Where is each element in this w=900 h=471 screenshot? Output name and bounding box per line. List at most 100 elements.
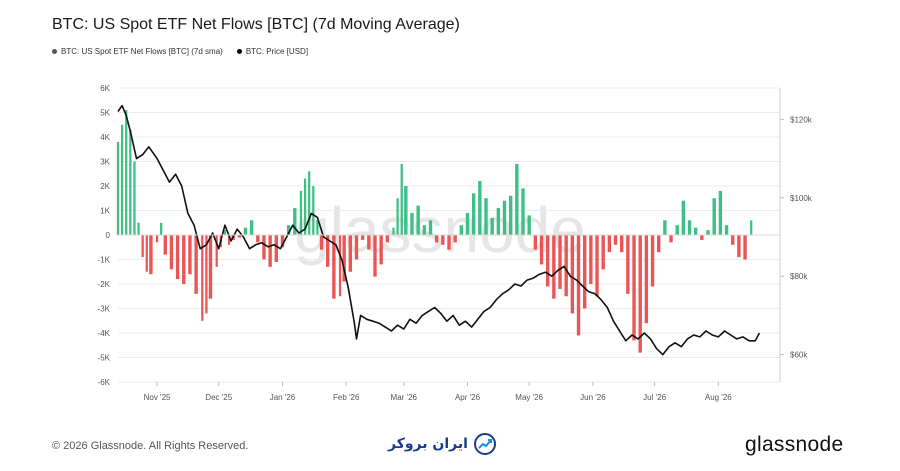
net-flow-bar <box>694 227 698 235</box>
left-tick-label: -2K <box>98 280 111 289</box>
net-flow-bar <box>626 235 630 294</box>
net-flow-bar <box>312 186 315 235</box>
net-flow-bar <box>215 235 218 267</box>
net-flow-bar <box>299 190 303 235</box>
net-flow-bar <box>308 171 311 235</box>
net-flow-bar <box>145 235 148 272</box>
net-flow-bar <box>125 110 128 235</box>
net-flow-bar <box>502 200 507 235</box>
x-tick-label: Jun '26 <box>580 393 606 402</box>
net-flow-bar <box>453 235 457 243</box>
axes: 6K 5K 4K 3K 2K 1K 0 -1K -2K -3K -4K -5K -6K $120k $100… <box>98 84 813 402</box>
left-tick-label: 1K <box>100 207 110 216</box>
net-flow-bar <box>205 235 208 314</box>
legend-item-price[interactable]: BTC: Price [USD] <box>236 47 308 56</box>
net-flow-bar <box>564 235 568 297</box>
left-tick-label: -6K <box>98 378 111 387</box>
net-flow-bar <box>743 235 747 260</box>
net-flow-bar <box>163 235 167 255</box>
net-flow-bar <box>706 230 710 235</box>
net-flow-bar <box>619 235 624 253</box>
net-flow-bar <box>243 227 248 235</box>
x-tick-label: Mar '26 <box>391 393 418 402</box>
net-flow-bar <box>496 208 501 235</box>
right-tick-label: $60k <box>790 351 808 360</box>
legend-label: BTC: US Spot ETF Net Flows [BTC] (7d sma… <box>61 47 223 56</box>
net-flow-bar <box>750 220 753 235</box>
net-flow-bar <box>410 212 414 235</box>
chart-title: BTC: US Spot ETF Net Flows [BTC] (7d Mov… <box>52 16 460 33</box>
net-flow-bar <box>332 235 336 299</box>
net-flow-bar <box>120 124 124 235</box>
net-flow-bar <box>360 235 365 240</box>
price-line <box>117 104 761 356</box>
net-flow-bar <box>116 141 120 235</box>
net-flow-bar <box>552 235 556 299</box>
chart-legend: BTC: US Spot ETF Net Flows [BTC] (7d sma… <box>52 47 308 56</box>
net-flow-bar <box>521 188 525 235</box>
net-flow-bar <box>256 235 260 243</box>
net-flow-bar <box>348 235 353 272</box>
net-flow-bar <box>539 235 544 265</box>
net-flow-bar <box>675 225 679 235</box>
x-tick-label: Jan '26 <box>270 393 296 402</box>
net-flow-bar <box>268 235 272 267</box>
net-flow-bar <box>459 225 464 235</box>
copyright-text: © 2026 Glassnode. All Rights Reserved. <box>52 440 249 452</box>
net-flow-bar <box>613 235 618 245</box>
net-flow-bar <box>558 235 562 289</box>
x-tick-label: Jul '26 <box>643 393 666 402</box>
net-flow-bar <box>342 235 346 282</box>
chart-canvas: glassnode 6K5K4K3K2K1K0-1K-2K-3K-4K-5K-6… <box>98 84 813 402</box>
net-flow-bar <box>484 198 488 235</box>
net-flow-bar <box>607 235 612 253</box>
net-flow-bar <box>570 235 575 314</box>
net-flow-bar <box>129 129 132 235</box>
net-flow-bar <box>338 235 342 297</box>
net-flow-bar <box>533 235 538 250</box>
net-flow-bar <box>595 235 599 297</box>
net-flow-bar <box>731 235 735 245</box>
net-flow-bar <box>650 235 655 287</box>
left-tick-label: 0 <box>106 231 111 240</box>
net-flow-bar <box>687 220 692 235</box>
net-flow-bar <box>319 235 324 250</box>
net-flow-bar <box>237 235 241 238</box>
net-flow-bar <box>632 235 636 341</box>
x-tick-label: Aug '26 <box>705 393 732 402</box>
net-flow-bar <box>545 235 550 287</box>
legend-item-net-flows[interactable]: BTC: US Spot ETF Net Flows [BTC] (7d sma… <box>52 47 223 56</box>
left-tick-label: 5K <box>100 109 110 118</box>
net-flow-bar <box>576 235 581 336</box>
net-flow-bar <box>478 181 482 235</box>
net-flow-bar <box>133 161 136 235</box>
net-flow-bar <box>490 217 494 235</box>
net-flow-bar <box>434 235 439 243</box>
net-flow-bar <box>379 235 383 265</box>
net-flow-bar <box>601 235 605 270</box>
trend-up-icon <box>473 433 496 455</box>
net-flow-bar <box>663 220 667 235</box>
net-flow-bar <box>422 225 427 235</box>
net-flow-bar <box>718 190 723 235</box>
net-flow-bar <box>465 212 470 235</box>
x-tick-label: Apr '26 <box>455 393 481 402</box>
net-flow-bar <box>249 220 254 235</box>
net-flow-bar <box>589 235 593 284</box>
x-tick-label: Dec '25 <box>205 393 232 402</box>
net-flow-bar <box>385 235 390 243</box>
net-flow-bar <box>404 186 408 235</box>
net-flow-bar <box>155 235 159 243</box>
net-flow-bar <box>416 205 420 235</box>
left-tick-label: -5K <box>98 354 111 363</box>
net-flow-bar <box>286 225 291 235</box>
right-tick-label: $80k <box>790 272 808 281</box>
net-flow-bar <box>428 220 433 235</box>
net-flow-bar <box>396 198 399 235</box>
net-flow-bar <box>669 235 673 243</box>
net-flow-bar <box>400 163 403 235</box>
x-tick-label: May '26 <box>515 393 543 402</box>
net-flow-bar <box>447 235 451 250</box>
net-flow-bar <box>582 235 587 309</box>
net-flow-bar <box>160 222 163 235</box>
